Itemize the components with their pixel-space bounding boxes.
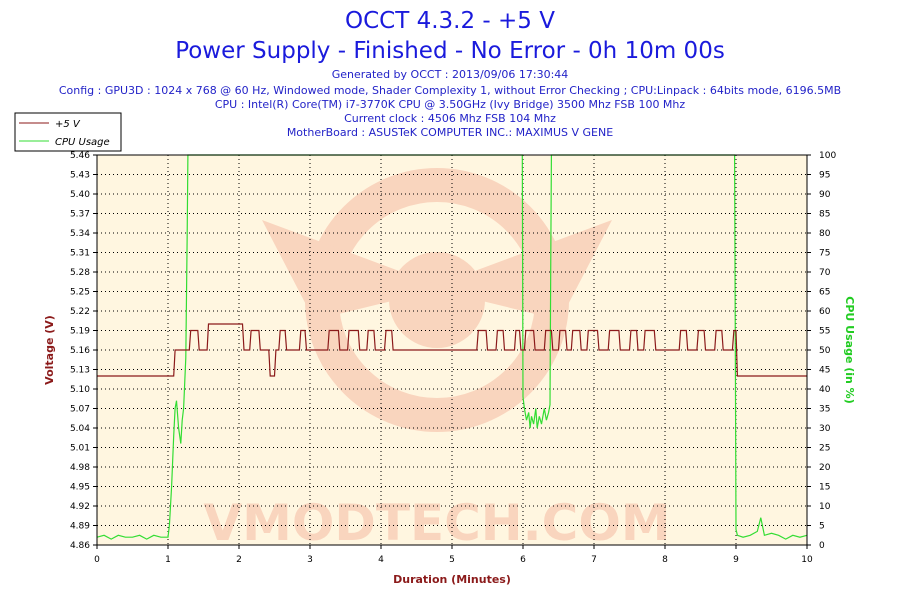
x-tick-label: 7 bbox=[591, 555, 597, 565]
y2-tick-label: 100 bbox=[819, 151, 836, 161]
axes bbox=[93, 154, 811, 549]
y2-tick-labels: 0 5 10 15 20 25 30 35 40 45 50 55 60 65 70 75 80 85 90 95 10… bbox=[819, 151, 836, 551]
y-tick-label: 4.89 bbox=[70, 522, 90, 532]
y2-tick-label: 5 bbox=[819, 522, 825, 532]
y2-tick-label: 15 bbox=[819, 483, 830, 493]
info-line: Generated by OCCT : 2013/09/06 17:30:44 bbox=[332, 68, 569, 81]
legend-label-cpu: CPU Usage bbox=[55, 137, 110, 148]
x-tick-labels: 0 1 2 3 4 5 6 7 8 9 10 bbox=[94, 555, 813, 565]
x-tick-label: 4 bbox=[378, 555, 384, 565]
y2-tick-label: 85 bbox=[819, 210, 830, 220]
y2-tick-label: 75 bbox=[819, 249, 830, 259]
x-tick-label: 6 bbox=[520, 555, 526, 565]
y-tick-label: 5.31 bbox=[70, 249, 90, 259]
y-axis-title: Voltage (V) bbox=[43, 315, 56, 385]
x-tick-label: 9 bbox=[733, 555, 739, 565]
y2-tick-label: 65 bbox=[819, 288, 830, 298]
y-tick-labels: 4.86 4.89 4.92 4.95 4.98 5.01 5.04 5.07 5.10 5.13… bbox=[70, 151, 90, 551]
watermark-wings bbox=[262, 220, 612, 320]
x-axis-title: Duration (Minutes) bbox=[393, 573, 511, 586]
watermark-logo: VMODTECH.COM bbox=[203, 168, 671, 552]
y2-tick-label: 40 bbox=[819, 385, 831, 395]
y-tick-label: 5.25 bbox=[70, 288, 90, 298]
watermark-ring bbox=[305, 168, 569, 432]
info-line: CPU : Intel(R) Core(TM) i7-3770K CPU @ 3… bbox=[215, 98, 686, 111]
y2-tick-label: 70 bbox=[819, 268, 831, 278]
y-tick-label: 5.37 bbox=[70, 210, 90, 220]
y-tick-label: 5.16 bbox=[70, 346, 90, 356]
series-voltage bbox=[97, 323, 807, 377]
y-tick-label: 5.40 bbox=[70, 190, 90, 200]
y2-tick-label: 55 bbox=[819, 327, 830, 337]
x-tick-label: 3 bbox=[307, 555, 313, 565]
y2-tick-label: 0 bbox=[819, 541, 825, 551]
y-tick-label: 5.43 bbox=[70, 171, 90, 181]
chart-subtitle: Power Supply - Finished - No Error - 0h … bbox=[175, 38, 725, 64]
y-tick-label: 5.34 bbox=[70, 229, 90, 239]
y2-tick-label: 20 bbox=[819, 463, 831, 473]
y-tick-label: 4.86 bbox=[70, 541, 90, 551]
y-tick-label: 5.28 bbox=[70, 268, 90, 278]
info-line: Config : GPU3D : 1024 x 768 @ 60 Hz, Win… bbox=[59, 84, 841, 97]
watermark-core bbox=[389, 252, 485, 348]
y2-tick-label: 45 bbox=[819, 366, 830, 376]
y2-axis-title: CPU Usage (in %) bbox=[843, 296, 856, 403]
y-tick-label: 5.19 bbox=[70, 327, 90, 337]
cpu-usage-line bbox=[96, 154, 808, 540]
y2-tick-label: 95 bbox=[819, 171, 830, 181]
y2-tick-label: 90 bbox=[819, 190, 831, 200]
x-tick-label: 2 bbox=[236, 555, 242, 565]
y-tick-label: 4.98 bbox=[70, 463, 90, 473]
series-cpu-usage bbox=[96, 154, 808, 540]
x-tick-label: 1 bbox=[165, 555, 171, 565]
y2-tick-label: 30 bbox=[819, 424, 831, 434]
y-tick-label: 5.22 bbox=[70, 307, 90, 317]
y-tick-label: 4.92 bbox=[70, 502, 90, 512]
watermark-text: VMODTECH.COM bbox=[203, 494, 670, 552]
voltage-line bbox=[97, 323, 807, 377]
chart-title: OCCT 4.3.2 - +5 V bbox=[345, 8, 555, 34]
x-tick-label: 10 bbox=[801, 555, 813, 565]
x-tick-label: 5 bbox=[449, 555, 455, 565]
y-tick-label: 5.04 bbox=[70, 424, 90, 434]
y2-tick-label: 25 bbox=[819, 444, 830, 454]
info-line: MotherBoard : ASUSTeK COMPUTER INC.: MAX… bbox=[287, 126, 613, 139]
x-tick-label: 0 bbox=[94, 555, 100, 565]
y-tick-label: 5.46 bbox=[70, 151, 90, 161]
y-tick-label: 5.13 bbox=[70, 366, 90, 376]
y2-tick-label: 80 bbox=[819, 229, 831, 239]
y2-tick-label: 60 bbox=[819, 307, 831, 317]
y-tick-label: 5.07 bbox=[70, 405, 90, 415]
legend-label-voltage: +5 V bbox=[55, 119, 81, 130]
x-tick-label: 8 bbox=[662, 555, 668, 565]
legend-box bbox=[14, 112, 122, 152]
y2-tick-label: 35 bbox=[819, 405, 830, 415]
info-line: Current clock : 4506 Mhz FSB 104 Mhz bbox=[344, 112, 556, 125]
y2-tick-label: 50 bbox=[819, 346, 831, 356]
y2-tick-label: 10 bbox=[819, 502, 831, 512]
legend: +5 V CPU Usage bbox=[14, 112, 122, 152]
y-tick-label: 5.01 bbox=[70, 444, 90, 454]
y-tick-label: 5.10 bbox=[70, 385, 90, 395]
y-tick-label: 4.95 bbox=[70, 483, 90, 493]
